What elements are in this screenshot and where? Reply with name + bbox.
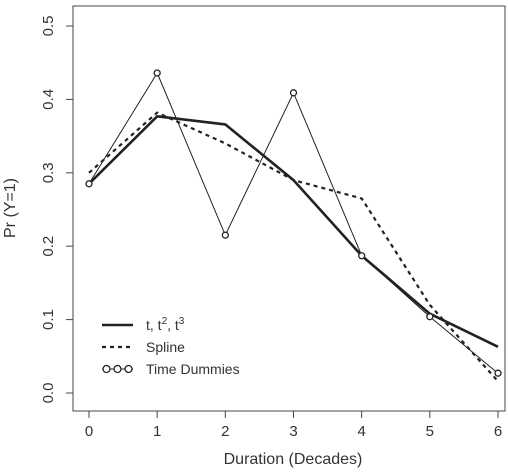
data-point-marker [221, 231, 229, 239]
x-tick-label: 5 [426, 423, 434, 440]
x-tick-label: 0 [85, 423, 93, 440]
legend-text-part: , t [167, 317, 179, 333]
data-point-marker [289, 89, 298, 97]
data-point-marker [358, 252, 366, 260]
legend-text-part: t, t [146, 317, 162, 333]
x-tick-label: 3 [289, 423, 297, 440]
plot-frame [72, 5, 506, 412]
y-tick-label: 0.2 [40, 236, 57, 257]
x-tick-label: 1 [153, 423, 161, 440]
y-tick-label: 0.5 [40, 16, 57, 37]
y-tick-label: 0.4 [40, 89, 57, 110]
y-axis-title: Pr (Y=1) [2, 178, 19, 238]
data-point-marker [426, 313, 434, 321]
legend: t, t2, t3 Spline Time Dummies [102, 316, 240, 377]
legend-label-0: t, t2, t3 [146, 316, 185, 333]
series-line-1 [88, 111, 499, 383]
x-tick-label: 2 [221, 423, 229, 440]
data-point-marker [153, 69, 161, 77]
data-point-marker [85, 180, 93, 188]
x-tick-label: 6 [494, 423, 502, 440]
x-axis-title: Duration (Decades) [224, 451, 363, 468]
y-tick-label: 0.0 [40, 383, 57, 404]
x-tick-label: 4 [357, 423, 365, 440]
x-axis: 0 1 2 3 4 5 6 [85, 411, 502, 440]
legend-marker [124, 364, 133, 374]
legend-superscript: 3 [179, 316, 185, 327]
legend-label-1: Spline [146, 339, 185, 355]
legend-marker [113, 364, 122, 374]
y-tick-label: 0.1 [40, 309, 57, 330]
legend-marker [102, 364, 111, 374]
legend-label-2: Time Dummies [146, 361, 240, 377]
series-layer [85, 69, 502, 383]
data-point-marker [494, 369, 502, 377]
y-axis: 0.0 0.1 0.2 0.3 0.4 0.5 [40, 16, 73, 404]
y-tick-label: 0.3 [40, 162, 57, 183]
legend-superscript: 2 [162, 316, 168, 327]
